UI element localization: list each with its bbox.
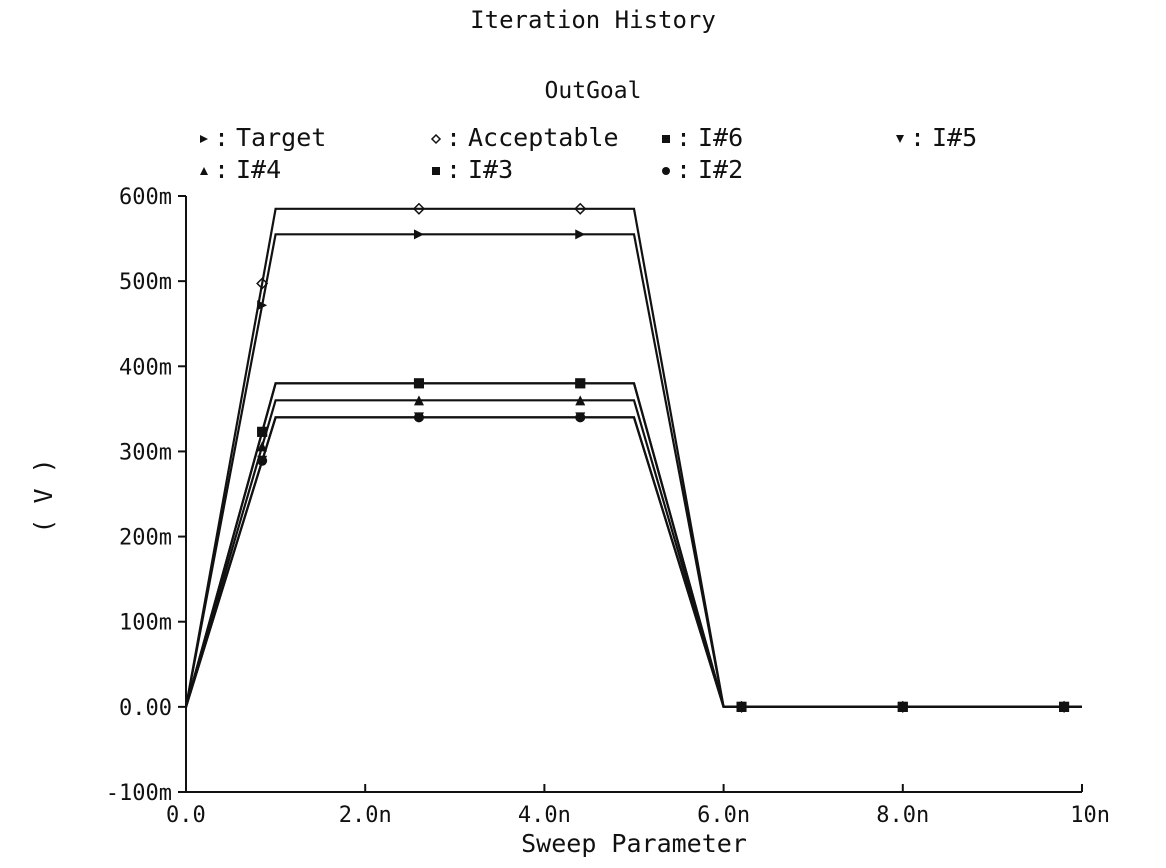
data-point — [575, 378, 586, 389]
legend-entry: : I#3 — [432, 155, 513, 184]
y-tick-label: 500m — [119, 270, 172, 295]
legend-entry: : Target — [200, 123, 326, 152]
chart-title: Iteration History — [470, 6, 716, 34]
data-point — [897, 701, 908, 712]
legend: : Target: Acceptable: I#6: I#5: I#4: I#3: I#2 — [200, 123, 977, 184]
legend-label: I#5 — [932, 123, 977, 152]
legend-marker — [662, 167, 670, 175]
data-point — [413, 412, 424, 423]
data-point — [575, 395, 586, 406]
y-tick-label: 300m — [119, 440, 172, 465]
series-line — [184, 399, 1082, 709]
y-tick-label: -100m — [106, 781, 172, 806]
series-I#5 — [184, 412, 1082, 712]
y-axis-label: ( V ) — [29, 458, 58, 533]
x-tick-label: 6.0n — [697, 803, 750, 828]
legend-label: I#3 — [468, 155, 513, 184]
legend-entry: : I#2 — [662, 155, 743, 184]
series-I#6 — [184, 378, 1082, 712]
data-point — [574, 202, 587, 215]
legend-marker — [200, 135, 208, 143]
series-Acceptable — [184, 202, 1082, 713]
data-point — [257, 441, 268, 452]
legend-entry: : Acceptable — [430, 123, 619, 152]
legend-marker — [662, 135, 670, 143]
data-point — [413, 229, 424, 240]
x-axis-label: Sweep Parameter — [521, 829, 747, 858]
data-point — [575, 229, 586, 240]
x-tick-label: 10n — [1070, 803, 1110, 828]
series-line — [184, 382, 1082, 709]
series-line — [184, 382, 1082, 709]
data-point — [257, 455, 268, 466]
series-I#2 — [184, 412, 1082, 712]
data-point — [1059, 701, 1070, 712]
data-point — [256, 277, 269, 290]
legend-entry: : I#5 — [896, 123, 977, 152]
legend-colon: : — [446, 123, 461, 152]
legend-colon: : — [910, 123, 925, 152]
legend-colon: : — [446, 155, 461, 184]
legend-entry: : I#4 — [200, 155, 281, 184]
legend-marker — [200, 167, 208, 175]
data-point — [412, 202, 426, 215]
legend-label: I#2 — [698, 155, 743, 184]
series-layer — [184, 202, 1082, 713]
legend-colon: : — [676, 155, 691, 184]
series-line — [184, 207, 1082, 709]
legend-marker — [896, 135, 904, 143]
x-tick-label: 4.0n — [518, 803, 571, 828]
data-point — [736, 701, 747, 712]
legend-label: I#4 — [236, 155, 281, 184]
legend-colon: : — [214, 155, 229, 184]
series-line — [184, 416, 1082, 709]
chart-subtitle: OutGoal — [545, 78, 642, 104]
series-line — [184, 233, 1082, 709]
data-point — [413, 395, 424, 406]
x-tick-label: 2.0n — [339, 803, 392, 828]
x-tick-label: 0.0 — [166, 803, 206, 828]
legend-colon: : — [214, 123, 229, 152]
x-tick-label: 8.0n — [876, 803, 929, 828]
axes: -100m 0.00 100m 200m 300m 400m 500m 600m 0.0 2.0n… — [106, 185, 1110, 828]
legend-colon: : — [676, 123, 691, 152]
data-point — [575, 412, 586, 423]
legend-label: Target — [236, 123, 326, 152]
legend-marker — [430, 133, 442, 145]
legend-entry: : I#6 — [662, 123, 743, 152]
legend-marker — [432, 167, 440, 175]
series-I#3 — [184, 378, 1082, 712]
y-tick-label: 200m — [119, 526, 172, 551]
data-point — [257, 426, 268, 437]
series-line — [184, 416, 1082, 709]
data-point — [413, 378, 424, 389]
series-I#4 — [184, 395, 1082, 712]
y-tick-label: 600m — [119, 185, 172, 210]
y-tick-label: 400m — [119, 355, 172, 380]
legend-label: I#6 — [698, 123, 743, 152]
legend-label: Acceptable — [468, 123, 619, 152]
y-tick-label: 100m — [119, 611, 172, 636]
y-tick-label: 0.00 — [119, 696, 172, 721]
series-Target — [184, 229, 1082, 712]
